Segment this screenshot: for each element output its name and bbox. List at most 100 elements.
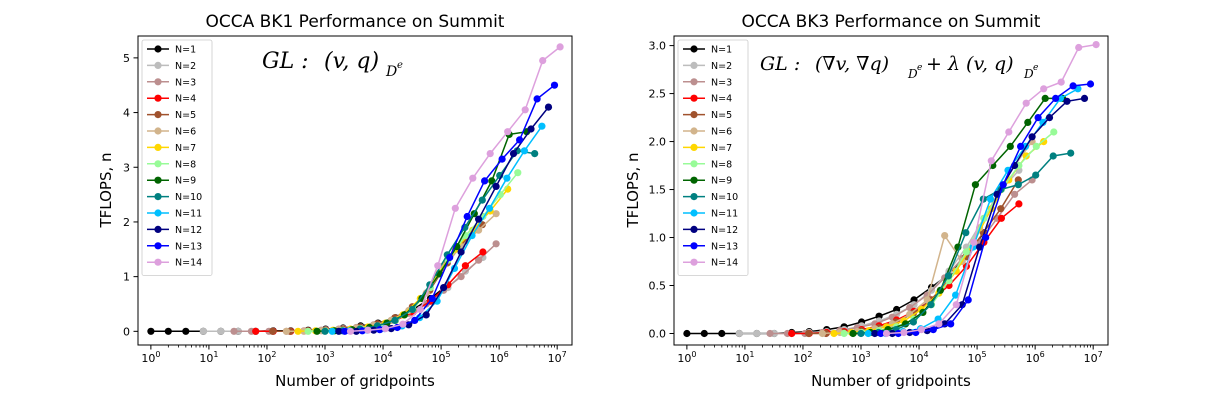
data-point	[294, 327, 302, 335]
data-point	[788, 329, 796, 338]
data-point	[1032, 171, 1040, 179]
legend-entry: N=9	[683, 176, 732, 187]
x-tick-label: 103	[315, 350, 334, 365]
legend-entry: N=2	[683, 61, 732, 72]
data-point	[479, 248, 487, 256]
legend-marker	[154, 209, 162, 217]
legend-marker	[690, 61, 698, 69]
data-point	[999, 181, 1007, 189]
data-point	[147, 327, 155, 335]
legend-label: N=2	[711, 61, 732, 72]
legend-entry: N=8	[147, 159, 196, 170]
legend-entry: N=11	[683, 209, 738, 220]
data-point	[805, 329, 813, 338]
y-tick-label: 3.0	[649, 40, 667, 53]
series-n-8	[840, 128, 1058, 338]
series-line	[860, 152, 1071, 335]
data-point	[451, 204, 459, 212]
data-point	[1092, 41, 1100, 49]
legend-label: N=12	[175, 225, 202, 236]
equation-lhs: GL :	[262, 49, 309, 74]
data-point	[399, 320, 407, 328]
legend-marker	[154, 225, 162, 233]
data-point	[492, 240, 500, 248]
data-point	[304, 327, 312, 335]
data-point	[527, 125, 535, 133]
data-point	[481, 177, 489, 185]
data-point	[550, 81, 559, 89]
legend-marker	[154, 45, 162, 53]
data-point	[1032, 142, 1040, 150]
chart-title: OCCA BK3 Performance on Summit	[742, 12, 1041, 32]
x-tick-label: 105	[968, 350, 987, 365]
legend-entry: N=11	[147, 209, 202, 220]
equation-sup: e	[917, 63, 922, 73]
legend-label: N=13	[175, 241, 202, 252]
series-line	[272, 224, 483, 333]
data-point	[199, 327, 207, 335]
x-tick-label: 106	[1026, 350, 1045, 365]
x-tick-label: 100	[677, 350, 696, 365]
y-axis-label: TFLOPS, n	[97, 152, 115, 228]
legend-label: N=6	[175, 127, 196, 138]
data-point	[422, 311, 430, 319]
y-tick-label: 0.5	[649, 280, 667, 293]
data-point	[1049, 152, 1057, 160]
data-point	[964, 296, 972, 304]
legend-label: N=13	[711, 241, 738, 252]
equation-lhs: GL :	[760, 53, 800, 75]
y-axis-label: TFLOPS, n	[624, 152, 642, 228]
legend-entry: N=13	[683, 241, 738, 252]
legend-marker	[690, 94, 698, 102]
data-point	[735, 329, 743, 338]
x-tick-label: 102	[793, 350, 812, 365]
legend-marker	[154, 78, 162, 86]
legend-entry: N=12	[683, 225, 738, 236]
data-point	[952, 301, 960, 309]
legend-marker	[690, 176, 698, 184]
legend-marker	[154, 61, 162, 69]
x-tick-label: 106	[490, 350, 509, 365]
data-point	[282, 327, 290, 335]
series-n-11	[864, 85, 1082, 338]
legend-entry: N=13	[147, 241, 202, 252]
legend-label: N=6	[711, 127, 732, 138]
legend-marker	[690, 209, 698, 217]
data-point	[1028, 133, 1036, 141]
data-point	[1039, 118, 1047, 126]
data-point	[475, 256, 483, 264]
data-point	[1005, 128, 1013, 136]
legend-entry: N=3	[147, 77, 196, 88]
series-line	[350, 46, 561, 333]
equation-annotation: GL : (v, q) D e	[262, 49, 403, 80]
legend-label: N=8	[175, 159, 196, 170]
legend-label: N=5	[711, 110, 732, 121]
legend-label: N=7	[711, 143, 732, 154]
data-point	[952, 291, 960, 299]
y-tick-label: 3	[123, 161, 130, 174]
legend-box	[141, 39, 213, 277]
data-point	[461, 262, 469, 270]
data-point	[1017, 142, 1025, 150]
data-point	[962, 248, 971, 256]
legend-label: N=8	[711, 159, 732, 170]
legend-marker	[690, 111, 698, 119]
data-point	[718, 329, 726, 338]
equation-sub: D	[385, 64, 397, 80]
data-point	[766, 329, 774, 338]
equation-sup2: e	[1033, 63, 1038, 73]
y-tick-label: 0	[123, 325, 130, 338]
equation-sup: e	[397, 60, 403, 71]
data-point	[469, 174, 477, 182]
data-point	[492, 210, 500, 218]
legend-label: N=7	[175, 143, 196, 154]
data-point	[1086, 80, 1095, 88]
legend-label: N=4	[175, 94, 196, 105]
data-point	[909, 318, 918, 326]
data-point	[1057, 78, 1065, 86]
legend-label: N=9	[711, 176, 732, 187]
legend-marker	[154, 111, 162, 119]
legend-marker	[154, 193, 162, 201]
data-point	[364, 326, 372, 334]
data-point	[520, 147, 529, 155]
